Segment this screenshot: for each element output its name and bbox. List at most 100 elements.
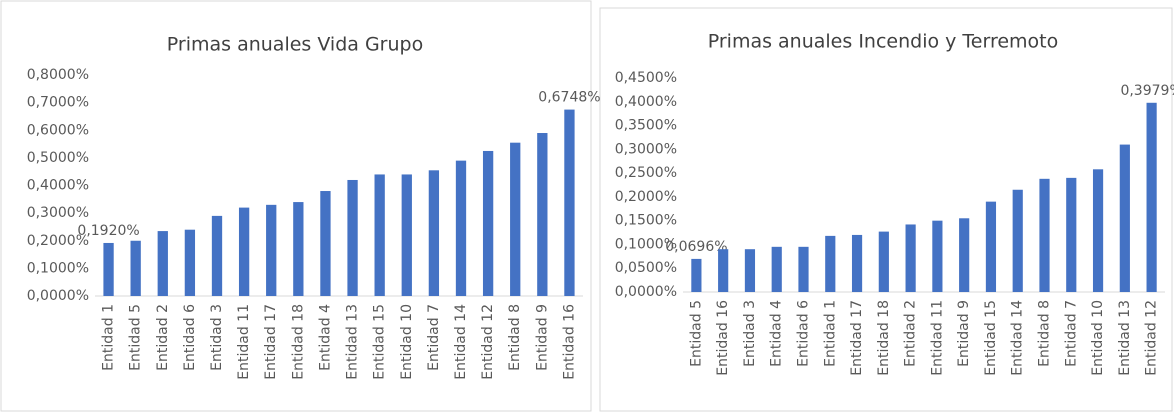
- bar: [374, 174, 385, 296]
- bar: [1146, 102, 1157, 292]
- bar: [932, 220, 943, 292]
- y-tick-label: 0,2000%: [615, 189, 677, 205]
- x-tick-label: Entidad 8: [507, 304, 523, 371]
- data-label: 0,6748%: [538, 90, 600, 106]
- x-tick-label: Entidad 7: [426, 304, 442, 371]
- x-tick-label: Entidad 13: [1117, 300, 1133, 376]
- x-tick-label: Entidad 6: [796, 300, 812, 367]
- x-tick-label: Entidad 12: [480, 304, 496, 380]
- x-tick-label: Entidad 15: [983, 300, 999, 376]
- bar: [691, 258, 702, 292]
- x-tick-label: Entidad 8: [1037, 300, 1053, 367]
- bar: [103, 242, 114, 296]
- bar: [771, 246, 782, 292]
- y-tick-label: 0,4500%: [615, 70, 677, 86]
- chart-title: Primas anuales Incendio y Terremoto: [708, 31, 1059, 53]
- x-tick-label: Entidad 18: [876, 300, 892, 376]
- x-tick-label: Entidad 1: [101, 304, 117, 371]
- x-tick-label: Entidad 17: [263, 304, 279, 380]
- x-tick-label: Entidad 6: [182, 304, 198, 371]
- chart-title: Primas anuales Vida Grupo: [167, 34, 423, 56]
- x-tick-label: Entidad 7: [1063, 300, 1079, 367]
- bar: [825, 235, 836, 292]
- y-tick-label: 0,8000%: [27, 67, 89, 83]
- bar: [320, 191, 331, 296]
- x-tick-label: Entidad 3: [742, 300, 758, 367]
- y-tick-label: 0,7000%: [27, 95, 89, 111]
- data-label: 0,0696%: [665, 239, 727, 255]
- x-tick-label: Entidad 10: [399, 304, 415, 380]
- bar: [401, 174, 412, 296]
- bar: [959, 218, 970, 292]
- chart-frame: [599, 7, 1173, 412]
- bar: [744, 249, 756, 292]
- bar: [1092, 169, 1104, 292]
- y-tick-label: 0,1000%: [27, 260, 89, 276]
- x-tick-label: Entidad 12: [1144, 300, 1160, 376]
- y-tick-label: 0,3000%: [27, 205, 89, 221]
- y-tick-label: 0,1500%: [615, 213, 677, 229]
- x-tick-label: Entidad 16: [715, 300, 731, 376]
- x-tick-label: Entidad 3: [209, 304, 225, 371]
- x-tick-label: Entidad 9: [534, 304, 550, 371]
- data-label: 0,3979%: [1120, 83, 1174, 99]
- bar: [851, 234, 863, 292]
- bar: [428, 170, 440, 296]
- x-tick-label: Entidad 17: [849, 300, 865, 376]
- bar: [347, 179, 358, 296]
- y-tick-label: 0,0000%: [27, 288, 89, 304]
- bar: [510, 142, 521, 296]
- bar: [1012, 189, 1023, 292]
- y-tick-label: 0,2500%: [615, 165, 677, 181]
- y-tick-label: 0,0000%: [615, 284, 677, 300]
- x-tick-label: Entidad 5: [688, 300, 704, 367]
- x-tick-label: Entidad 5: [128, 304, 144, 371]
- bar: [130, 240, 141, 296]
- bar: [537, 133, 548, 296]
- bar: [1119, 144, 1130, 292]
- y-tick-label: 0,1000%: [615, 236, 677, 252]
- y-tick-label: 0,6000%: [27, 122, 89, 138]
- bar: [266, 204, 277, 296]
- x-tick-label: Entidad 2: [903, 300, 919, 367]
- x-tick-label: Entidad 2: [155, 304, 171, 371]
- x-tick-label: Entidad 4: [769, 300, 785, 367]
- bar: [1066, 177, 1077, 292]
- x-tick-label: Entidad 14: [1010, 300, 1026, 376]
- x-tick-label: Entidad 14: [453, 304, 469, 380]
- x-tick-label: Entidad 16: [561, 304, 577, 380]
- y-tick-label: 0,5000%: [27, 150, 89, 166]
- bar: [564, 109, 575, 296]
- x-tick-label: Entidad 10: [1090, 300, 1106, 376]
- x-tick-label: Entidad 18: [290, 304, 306, 380]
- bar: [211, 215, 223, 296]
- bar: [985, 201, 997, 292]
- x-tick-label: Entidad 11: [929, 300, 945, 376]
- bar: [798, 246, 809, 292]
- y-tick-label: 0,3000%: [615, 141, 677, 157]
- bar: [905, 224, 916, 292]
- x-tick-label: Entidad 4: [317, 304, 333, 371]
- y-tick-label: 0,0500%: [615, 260, 677, 276]
- y-tick-label: 0,4000%: [615, 94, 677, 110]
- bar: [184, 229, 196, 296]
- y-tick-label: 0,4000%: [27, 178, 89, 194]
- y-tick-label: 0,2000%: [27, 233, 89, 249]
- bar: [718, 249, 729, 292]
- bar: [238, 207, 250, 296]
- bar: [293, 202, 304, 296]
- data-label: 0,1920%: [77, 223, 139, 239]
- x-tick-label: Entidad 13: [345, 304, 361, 380]
- bar: [482, 150, 494, 296]
- x-tick-label: Entidad 1: [822, 300, 838, 367]
- bar: [157, 231, 168, 296]
- bar: [455, 160, 467, 296]
- bar: [878, 231, 889, 292]
- x-tick-label: Entidad 15: [372, 304, 388, 380]
- x-tick-label: Entidad 9: [956, 300, 972, 367]
- y-tick-label: 0,3500%: [615, 118, 677, 134]
- bar: [1039, 178, 1050, 292]
- x-tick-label: Entidad 11: [236, 304, 252, 380]
